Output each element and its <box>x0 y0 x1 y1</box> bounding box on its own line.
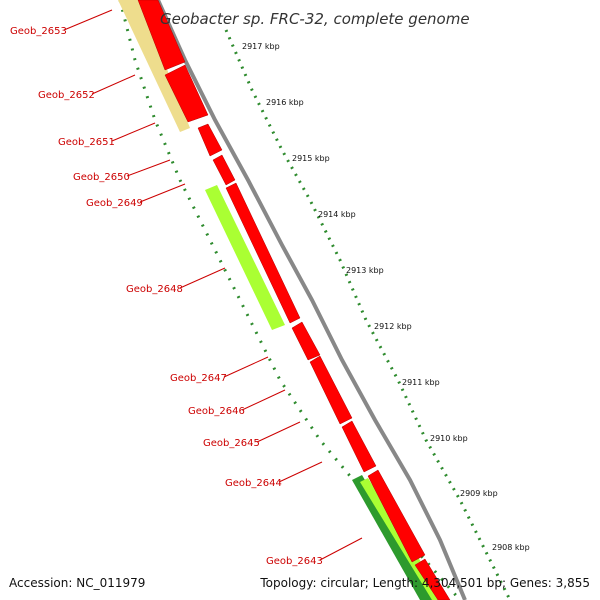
gene-label: Geob_2647 <box>170 373 227 384</box>
gene-label-leader <box>319 537 363 561</box>
cds-feature <box>197 123 223 157</box>
cds-feature <box>137 0 186 71</box>
cds-feature <box>212 154 236 186</box>
gene-label-leader <box>111 122 156 142</box>
kbp-tick-label: 2917 kbp <box>242 42 280 51</box>
gene-label-leader <box>126 159 171 177</box>
gene-label-leader <box>63 9 113 31</box>
kbp-tick-label: 2916 kbp <box>266 98 304 107</box>
cds-feature <box>309 355 353 425</box>
gene-label: Geob_2644 <box>225 478 282 489</box>
gene-label-leader <box>278 461 323 483</box>
gene-label: Geob_2651 <box>58 137 115 148</box>
cds-feature <box>291 321 321 361</box>
gene-label: Geob_2643 <box>266 556 323 567</box>
gene-label-leader <box>241 389 286 411</box>
gene-label-leader <box>139 183 186 203</box>
kbp-tick-label: 2913 kbp <box>346 266 384 275</box>
gene-label: Geob_2649 <box>86 198 143 209</box>
backbone-line <box>156 0 467 600</box>
cds-feature <box>341 420 377 473</box>
cds-feature <box>414 558 451 600</box>
kbp-tick-label: 2915 kbp <box>292 154 330 163</box>
gene-band-tan <box>118 0 190 132</box>
gene-label: Geob_2648 <box>126 284 183 295</box>
gene-label: Geob_2650 <box>73 172 130 183</box>
kbp-tick-label: 2909 kbp <box>460 489 498 498</box>
gene-label-leader <box>91 74 136 95</box>
cds-feature <box>225 182 301 324</box>
gene-band-lime <box>205 185 285 330</box>
gene-label-leader <box>256 421 301 443</box>
genome-summary-text: Topology: circular; Length: 4,304,501 bp… <box>260 576 590 590</box>
gene-label: Geob_2646 <box>188 406 245 417</box>
kbp-tick-label: 2912 kbp <box>374 322 412 331</box>
kbp-tick-label: 2910 kbp <box>430 434 468 443</box>
gene-label: Geob_2652 <box>38 90 95 101</box>
kbp-tick-label: 2911 kbp <box>402 378 440 387</box>
gene-label: Geob_2653 <box>10 26 67 37</box>
gene-label: Geob_2645 <box>203 438 260 449</box>
kbp-tick-label: 2914 kbp <box>318 210 356 219</box>
map-title: Geobacter sp. FRC-32, complete genome <box>160 10 470 28</box>
cds-feature <box>367 469 426 563</box>
accession-text: Accession: NC_011979 <box>9 576 146 590</box>
gene-label-leader <box>223 356 269 378</box>
cds-feature <box>164 64 209 123</box>
kbp-tick-label: 2908 kbp <box>492 543 530 552</box>
gene-label-leader <box>179 267 226 289</box>
